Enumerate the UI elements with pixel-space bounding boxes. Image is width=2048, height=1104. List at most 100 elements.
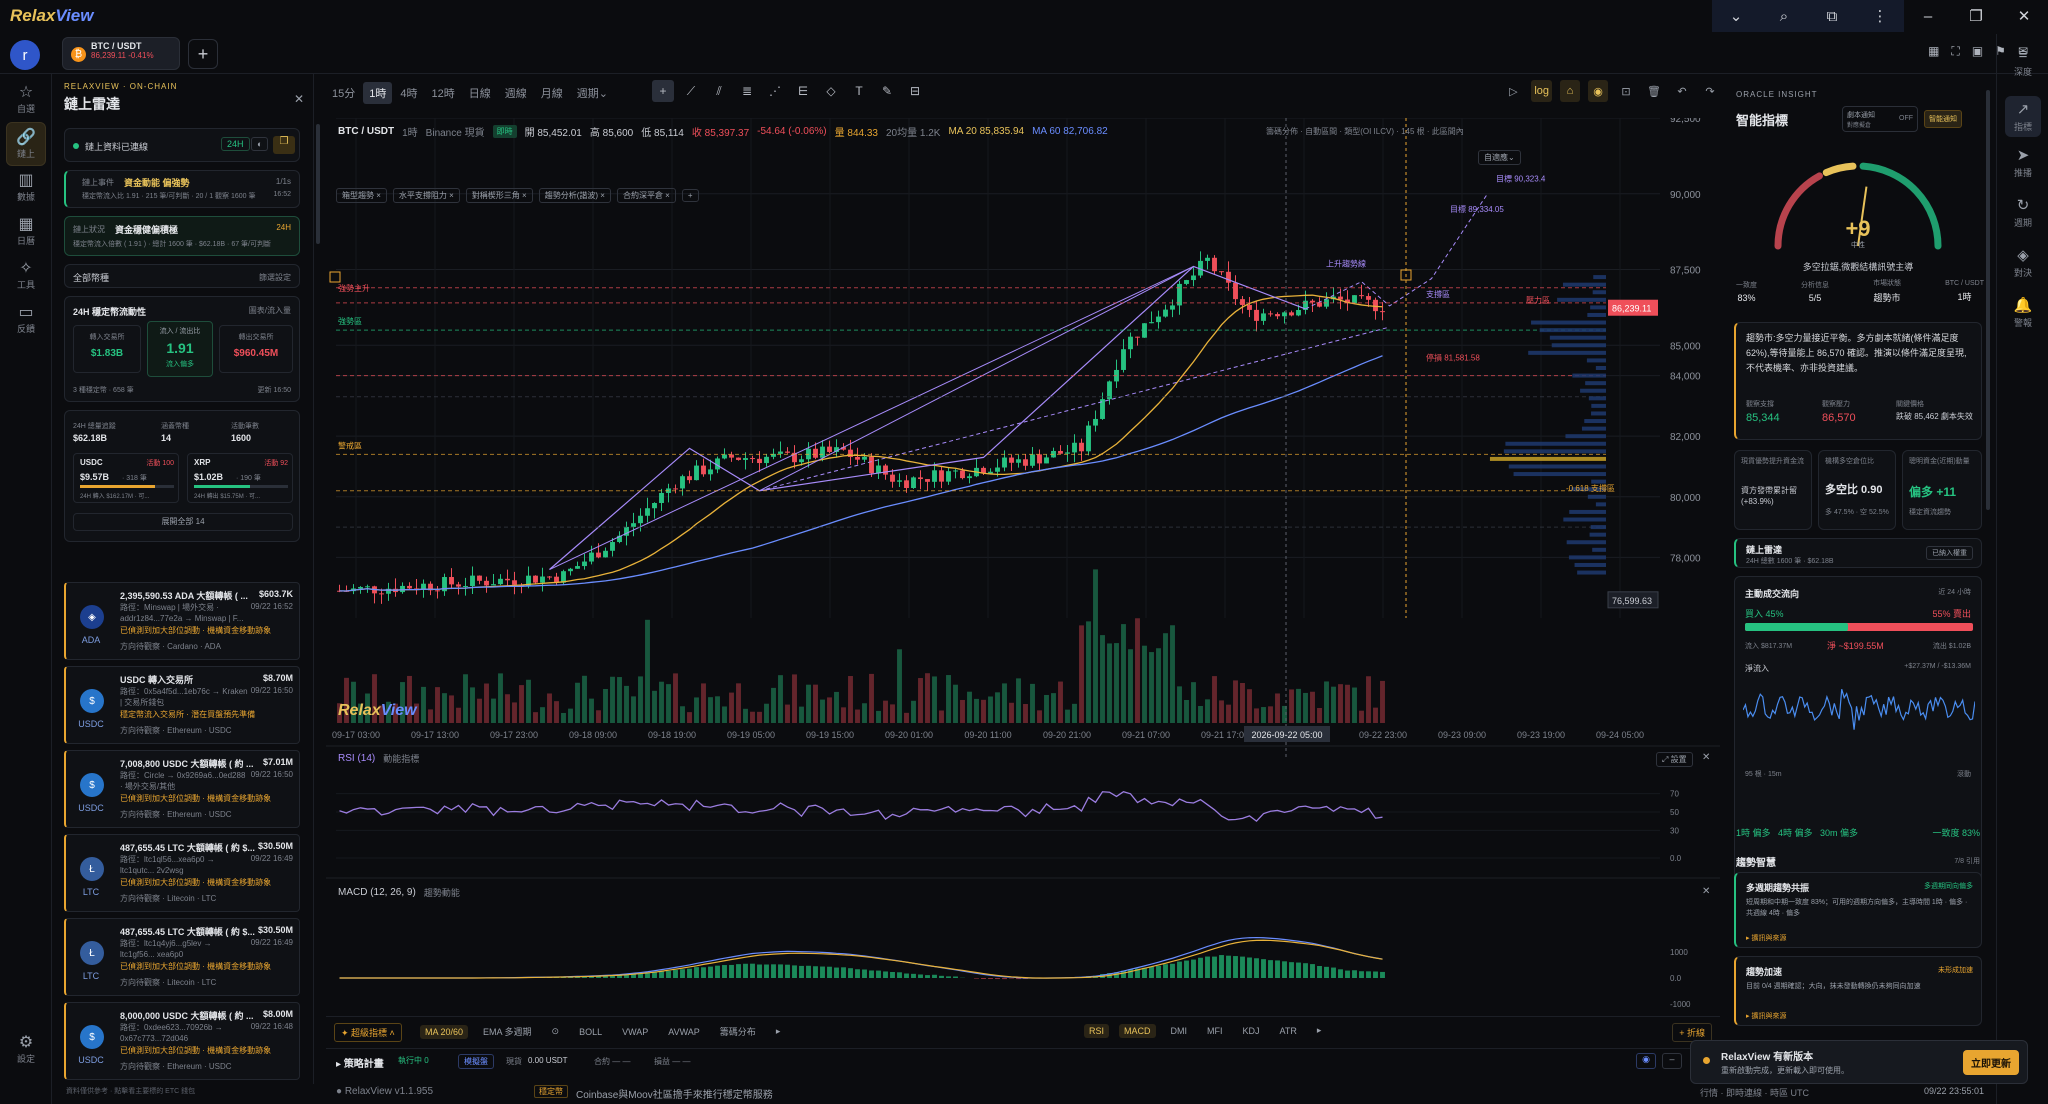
auto-range-button[interactable]: 自適應⌄ (1478, 150, 1521, 165)
chart-area[interactable]: 92,500 90,000 87,500 85,000 84,000 82,000 80,0… (326, 114, 1720, 1098)
indicator-chip[interactable]: 對稱楔形三角 × (465, 188, 533, 203)
close-icon[interactable]: ✕ (2017, 8, 2031, 25)
overlay-toggle[interactable]: ⊙ (551, 1026, 560, 1036)
trendline-icon[interactable]: ⟋ (686, 83, 696, 98)
whale-item[interactable]: $ USDC USDC 轉入交易所 $8.70M 09/22 16:50 路徑：0x5a4… (64, 666, 300, 744)
sub-indicator-toggle[interactable]: MFI (1207, 1025, 1223, 1036)
rail-chart[interactable]: ▥ 數據 (6, 166, 46, 210)
timeframe-4[interactable]: 日線 (468, 88, 491, 100)
more-icon[interactable]: ⋮ (1856, 0, 1904, 32)
sub-indicator-toggle[interactable]: ATR (1279, 1025, 1297, 1036)
redo-icon[interactable]: ↷ (1705, 85, 1715, 98)
smart-notify-button[interactable]: 智能通知 (1924, 110, 1962, 128)
update-now-button[interactable]: 立即更新 (1963, 1050, 2019, 1075)
trash-icon[interactable]: 🗑 (1647, 85, 1661, 98)
fullscreen-icon[interactable]: ⛶ (1951, 44, 1960, 58)
tab-btc-usdt[interactable]: ₿ BTC / USDT 86,239.11 -0.41% (62, 37, 180, 70)
search-icon[interactable]: ⌕ (1760, 0, 1808, 32)
sub-indicator-toggle[interactable]: KDJ (1242, 1025, 1260, 1036)
sub-indicator-toggle[interactable]: DMI (1170, 1025, 1188, 1036)
rrail-trend[interactable]: ↗ 指標 (2005, 96, 2041, 137)
overlay-toggle[interactable]: MA 20/60 (420, 1024, 469, 1039)
indicator-chip[interactable]: 趨勢分析(諧波) × (538, 188, 611, 203)
rrail-bell[interactable]: 🔔 警報 (2005, 296, 2041, 329)
whale-item[interactable]: $ USDC 7,008,800 USDC 大額轉帳 ( 約 ... $7.01M 09… (64, 750, 300, 828)
rrail-send[interactable]: ➤ 推播 (2005, 146, 2041, 179)
rail-feedback[interactable]: ▭ 反饋 (6, 298, 46, 342)
flow-link[interactable]: 圖表/流入量 (248, 306, 291, 315)
coin-filter[interactable]: 全部幣種 (73, 273, 110, 283)
oracle-scrollbar[interactable] (1986, 90, 1990, 510)
toggle-icon[interactable]: ◐ (251, 137, 269, 151)
play-icon[interactable]: ▷ (1509, 85, 1518, 98)
indicator-chip[interactable]: 水平支撐阻力 × (392, 188, 460, 203)
overlay-toggle[interactable]: 籌碼分布 (719, 1027, 756, 1037)
channel-icon[interactable]: ⫽ (716, 83, 722, 98)
lock-icon[interactable]: ⊡ (1621, 85, 1631, 98)
indicator-chip[interactable]: 合約深平倉 × (616, 188, 676, 203)
restore-icon[interactable]: ❐ (1969, 8, 1983, 25)
whale-item[interactable]: Ł LTC 487,655.45 LTC 大額轉帳 ( 約 $... $30.50M 0… (64, 918, 300, 996)
sub-indicator-toggle[interactable]: MACD (1119, 1023, 1156, 1038)
timeframe-2[interactable]: 4時 (400, 88, 418, 100)
whale-item[interactable]: $ USDC 8,000,000 USDC 大額轉帳 ( 約 ... $8.00M 09… (64, 1002, 300, 1080)
add-tab-button[interactable]: + (188, 39, 218, 69)
range-24h-button[interactable]: 24H (221, 137, 250, 151)
overlay-toggle[interactable]: BOLL (579, 1026, 603, 1037)
rail-link[interactable]: 🔗 鏈上 (6, 122, 46, 166)
macd-close-icon[interactable]: ✕ (1702, 886, 1711, 897)
news-ticker[interactable]: Coinbase與Moov社區擔手來推行穩定幣服務 (576, 1090, 773, 1101)
log-toggle[interactable]: log (1531, 80, 1552, 102)
minimize-panel-icon[interactable]: – (1662, 1053, 1682, 1069)
close-icon[interactable]: ✕ (294, 92, 305, 106)
overlay-toggle[interactable]: VWAP (622, 1026, 649, 1037)
rrail-layers[interactable]: ◈ 對決 (2005, 246, 2041, 279)
copy-icon[interactable]: ❐ (273, 136, 295, 154)
coin-card-xrp[interactable]: XRP 活動 92 $1.02B · 190 筆 24H 轉出 $15.75M … (187, 453, 293, 503)
radar-weight-button[interactable]: 已納入權重 (1926, 546, 1973, 560)
grid-icon[interactable]: ▦ (1928, 44, 1940, 58)
fib-icon[interactable]: ≣ (741, 84, 753, 98)
avatar[interactable]: r (10, 40, 40, 70)
script-notify-toggle[interactable]: 劇本通知 對應擬倉 OFF (1842, 106, 1918, 132)
timeframe-1[interactable]: 1時 (363, 82, 393, 104)
ruler-icon[interactable]: ◇ (826, 84, 836, 98)
layout-icon[interactable]: ⊟ (909, 84, 921, 98)
sub-indicator-toggle[interactable]: RSI (1084, 1023, 1110, 1038)
rail-settings[interactable]: ⚙ 設定 (6, 1028, 46, 1072)
whale-item[interactable]: ◈ ADA 2,395,590.53 ADA 大額轉帳 ( ... $603.7K 09… (64, 582, 300, 660)
overlay-toggle[interactable]: AVWAP (668, 1026, 700, 1037)
rsi-close-icon[interactable]: ✕ (1702, 752, 1711, 763)
chevron-down-icon[interactable]: ⌄ (1712, 0, 1760, 32)
text-icon[interactable]: T (855, 84, 863, 98)
rrail-menu[interactable]: ≡ 深度 (2005, 46, 2041, 78)
rail-tools[interactable]: ✧ 工具 (6, 254, 46, 298)
t1-link[interactable]: ▸ 擴訊與來源 (1746, 935, 1787, 942)
crosshair-icon[interactable]: + (652, 80, 674, 102)
minimize-icon[interactable]: – (1923, 7, 1933, 25)
rsi-settings-button[interactable]: ⤢ 設置 (1656, 752, 1693, 767)
whale-item[interactable]: Ł LTC 487,655.45 LTC 大額轉帳 ( 約 $... $30.50M 0… (64, 834, 300, 912)
scrollbar[interactable] (316, 124, 320, 244)
coin-card-usdc[interactable]: USDC 活動 100 $9.57B · 318 筆 24H 轉入 $162.1… (73, 453, 179, 503)
overlay-toggle[interactable]: EMA 多週期 (483, 1027, 532, 1037)
mail-icon[interactable]: ✉ (2017, 44, 2028, 58)
sim-badge[interactable]: 模擬盤 (458, 1054, 494, 1069)
price-chart[interactable]: 92,500 90,000 87,500 85,000 84,000 82,000 80,0… (326, 114, 1720, 1078)
indicator-chip[interactable]: 箱型趨勢 × (336, 188, 387, 203)
sub-indicator-toggle[interactable]: ▸ (1316, 1025, 1322, 1035)
super-indicator-button[interactable]: ✦ 超級指標 ˄ (334, 1023, 402, 1042)
undo-icon[interactable]: ↶ (1677, 85, 1687, 98)
eye-toggle-icon[interactable]: ◉ (1636, 1053, 1656, 1069)
rail-star[interactable]: ☆ 自選 (6, 78, 46, 122)
overlay-toggle[interactable]: ▸ (775, 1026, 781, 1036)
measure-icon[interactable]: ⋿ (797, 84, 809, 98)
rail-calendar[interactable]: ▦ 日曆 (6, 210, 46, 254)
eye-icon[interactable]: ◉ (1588, 80, 1608, 102)
rrail-refresh[interactable]: ↻ 週期 (2005, 196, 2041, 229)
timeframe-7[interactable]: 週期⌄ (576, 88, 608, 100)
timeframe-3[interactable]: 12時 (431, 88, 455, 100)
expand-all-button[interactable]: 展開全部 14 (73, 513, 293, 531)
timeframe-6[interactable]: 月線 (540, 88, 563, 100)
filter-settings-button[interactable]: 篩選設定 (259, 273, 291, 282)
